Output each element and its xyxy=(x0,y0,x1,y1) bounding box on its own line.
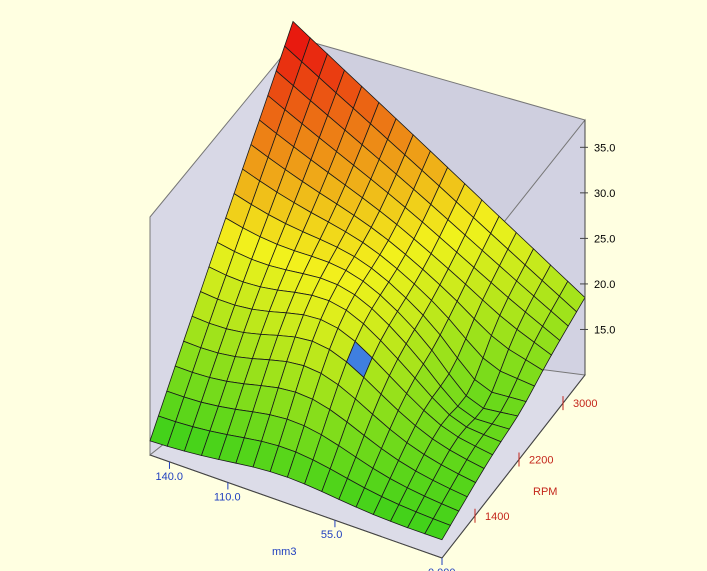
y-axis-line xyxy=(441,374,586,559)
y-axis-label: RPM xyxy=(533,486,557,498)
x-axis-line xyxy=(149,454,443,559)
y-tick-label: 1400 xyxy=(485,511,509,523)
y-axis-ticks: 1400 2200 3000 xyxy=(474,396,597,523)
z-tick-label: 30.0 xyxy=(594,188,615,200)
x-axis-ticks: 140.0 110.0 55.0 0.000 xyxy=(155,461,456,571)
x-tick-label: 140.0 xyxy=(155,471,183,483)
z-tick-label: 20.0 xyxy=(594,279,615,291)
x-tick-label: 110.0 xyxy=(214,491,241,503)
z-tick-label: 15.0 xyxy=(594,324,615,336)
x-tick-label: 55.0 xyxy=(321,529,342,541)
z-tick-label: 25.0 xyxy=(594,233,615,245)
x-tick-label: 0.000 xyxy=(428,567,456,571)
surface-cell xyxy=(424,518,451,541)
x-axis-label: mm3 xyxy=(272,546,296,558)
z-tick-label: 35.0 xyxy=(594,142,615,154)
z-axis-ticks: 15.0 20.0 25.0 30.0 35.0 xyxy=(580,142,615,336)
y-tick-label: 3000 xyxy=(573,398,597,410)
surface-mesh xyxy=(149,20,586,541)
y-tick-label: 2200 xyxy=(529,454,553,466)
